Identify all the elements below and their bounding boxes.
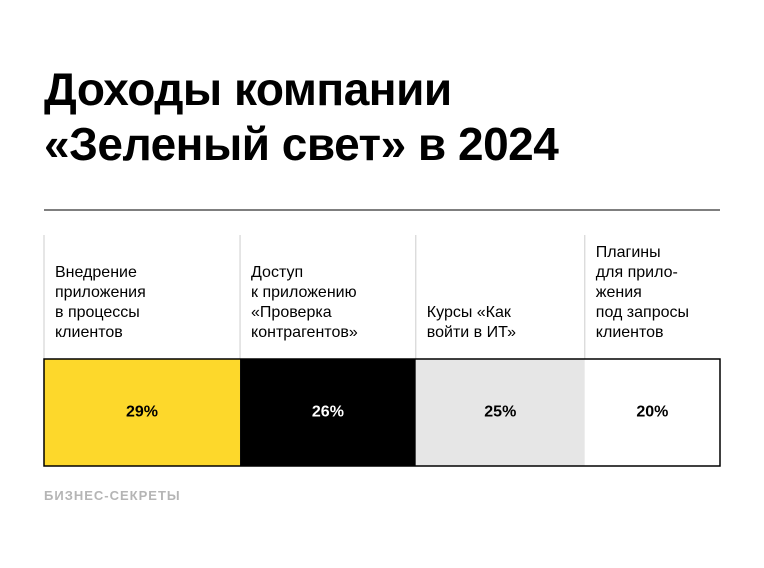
chart-title: Доходы компании «Зеленый свет» в 2024 xyxy=(44,63,559,170)
category-label: Плагины для прило- жения под запросы кли… xyxy=(595,244,689,341)
category-label: Внедрение приложения в процессы клиентов xyxy=(55,264,146,341)
bar-segment xyxy=(584,359,720,466)
source: БИЗНЕС-СЕКРЕТЫ xyxy=(44,488,181,503)
bar-segment xyxy=(240,359,416,466)
category-label: Курсы «Как войти в ИТ» xyxy=(426,304,517,341)
data-label: 26% xyxy=(312,404,344,421)
bar-outline xyxy=(43,358,721,467)
category-label: Доступ к приложению «Проверка контрагент… xyxy=(251,264,358,341)
data-label: 29% xyxy=(126,404,158,421)
data-label: 20% xyxy=(636,404,668,421)
bar-segment xyxy=(415,359,585,466)
bar-segment xyxy=(44,359,241,466)
data-label: 25% xyxy=(484,404,516,421)
